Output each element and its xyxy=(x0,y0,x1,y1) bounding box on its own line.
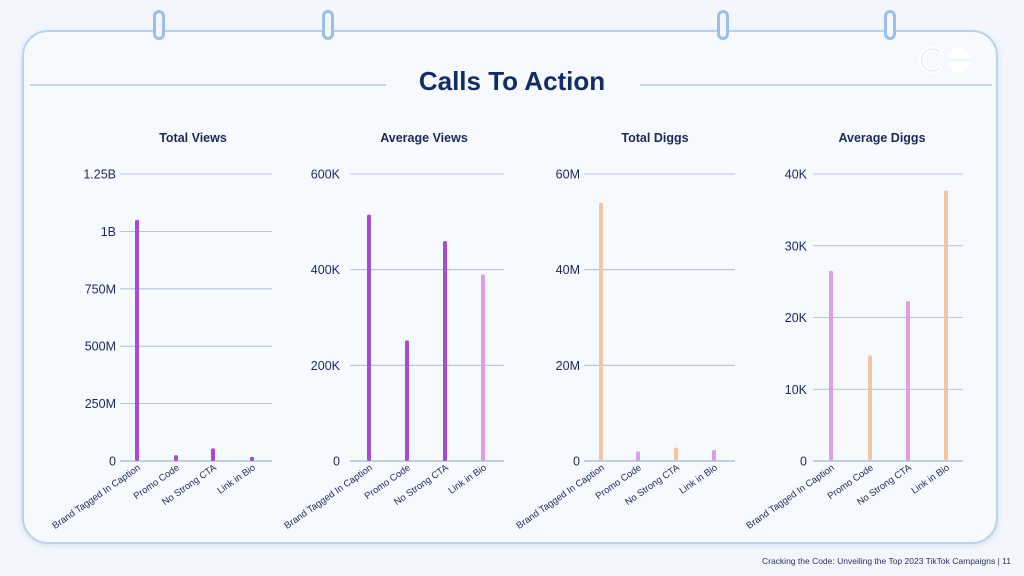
bar xyxy=(674,448,678,461)
bar xyxy=(367,215,371,461)
y-tick-label: 0 xyxy=(109,455,116,469)
y-tick-label: 60M xyxy=(556,168,580,182)
y-tick-label: 30K xyxy=(785,239,808,253)
bar xyxy=(174,455,178,461)
x-tick-label: Link in Bio xyxy=(677,462,719,496)
x-tick-label: Link in Bio xyxy=(909,462,951,496)
y-tick-label: 20M xyxy=(556,359,580,373)
chart-title: Total Views xyxy=(159,131,227,145)
footer-text: Cracking the Code: Unveiling the Top 202… xyxy=(762,556,1011,566)
y-tick-label: 10K xyxy=(785,383,808,397)
chart-title: Total Diggs xyxy=(621,131,688,145)
x-tick-label: Brand Tagged In Caption xyxy=(514,462,606,531)
y-tick-label: 1B xyxy=(101,225,116,239)
bar xyxy=(636,451,640,461)
bar xyxy=(868,356,872,461)
bar xyxy=(135,220,139,461)
chart-title: Average Diggs xyxy=(838,131,925,145)
bar xyxy=(443,241,447,461)
x-tick-label: Brand Tagged In Caption xyxy=(744,462,836,531)
y-tick-label: 200K xyxy=(311,359,341,373)
bar xyxy=(906,301,910,461)
y-tick-label: 400K xyxy=(311,263,341,277)
y-tick-label: 750M xyxy=(85,282,116,296)
y-tick-label: 600K xyxy=(311,168,341,182)
y-tick-label: 40K xyxy=(785,168,808,182)
bar xyxy=(250,457,254,461)
x-tick-label: Link in Bio xyxy=(215,462,257,496)
y-tick-label: 250M xyxy=(85,397,116,411)
y-tick-label: 1.25B xyxy=(83,168,116,182)
bar xyxy=(211,448,215,461)
bar xyxy=(712,450,716,461)
bar xyxy=(599,203,603,461)
bar xyxy=(405,340,409,461)
y-tick-label: 0 xyxy=(800,455,807,469)
y-tick-label: 20K xyxy=(785,311,808,325)
bar xyxy=(944,191,948,461)
x-tick-label: Link in Bio xyxy=(446,462,488,496)
y-tick-label: 40M xyxy=(556,263,580,277)
x-tick-label: Brand Tagged In Caption xyxy=(282,462,374,531)
x-tick-label: Brand Tagged In Caption xyxy=(50,462,142,531)
y-tick-label: 0 xyxy=(333,455,340,469)
y-tick-label: 0 xyxy=(573,455,580,469)
y-tick-label: 500M xyxy=(85,340,116,354)
bar xyxy=(829,271,833,461)
chart-title: Average Views xyxy=(380,131,468,145)
bar xyxy=(481,274,485,461)
